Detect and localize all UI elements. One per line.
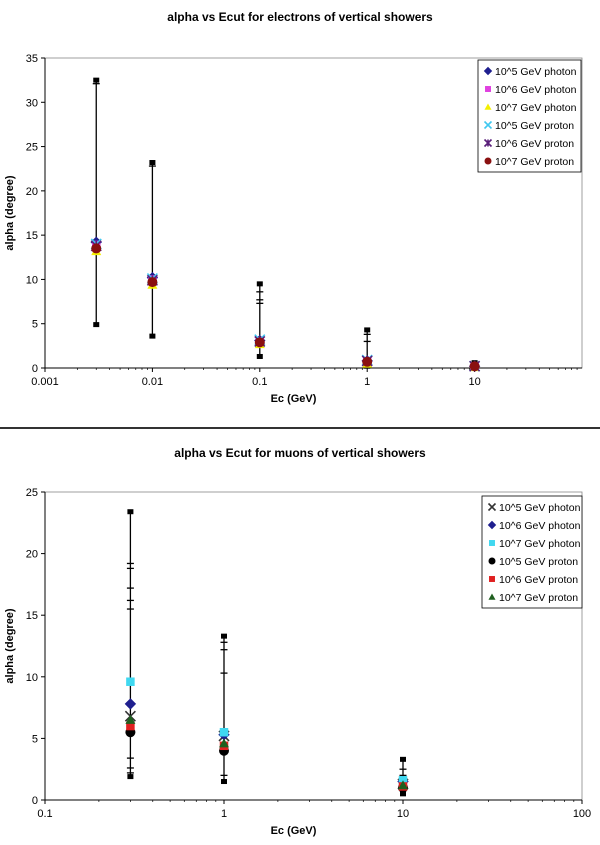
legend-label: 10^6 GeV photon: [499, 520, 581, 532]
data-point: [469, 361, 480, 372]
x-tick-label: 1: [221, 808, 227, 820]
legend-marker: [489, 540, 495, 546]
legend-marker: [483, 138, 493, 148]
y-tick-label: 25: [26, 142, 38, 154]
electrons-chart-plot: 0 5 10 15 20 25 30 35 0.001 0.01 0.1 1 10 Ec (GeV) alp…: [4, 53, 583, 405]
legend-marker: [488, 593, 496, 600]
y-tick-label: 20: [26, 549, 38, 561]
legend-box: [481, 495, 583, 609]
chart-title: alpha vs Ecut for electrons of vertical …: [167, 10, 433, 24]
error-bar-top-cap: [127, 509, 134, 515]
data-point: [254, 337, 265, 348]
y-tick-label: 35: [26, 53, 38, 65]
error-bar-top-cap: [149, 160, 156, 166]
legend-label: 10^5 GeV proton: [495, 120, 574, 132]
error-bar-bottom-cap: [256, 353, 263, 359]
legend-marker: [485, 86, 491, 92]
error-bar-bottom-cap: [221, 779, 227, 785]
y-tick-label: 10: [26, 672, 38, 684]
legend-marker: [487, 520, 497, 530]
y-axis-label: alpha (degree): [4, 175, 16, 251]
error-bar-bottom-cap: [149, 333, 156, 339]
chart-divider: [0, 427, 600, 429]
legend-box: [477, 59, 582, 173]
x-tick-label: 1: [364, 376, 370, 388]
y-tick-label: 10: [26, 274, 38, 286]
error-bar-top-cap: [221, 633, 227, 639]
x-tick-label: 0.001: [31, 376, 59, 388]
legend-marker: [488, 557, 496, 565]
electrons-chart: alpha vs Ecut for electrons of vertical …: [4, 10, 583, 405]
data-point: [124, 698, 137, 710]
muons-chart-plot: 0 5 10 15 20 25 0.1 1 10 100 Ec (GeV) alpha (degree…: [4, 487, 591, 837]
x-axis-label: Ec (GeV): [271, 393, 317, 405]
x-tick-label: 100: [573, 808, 591, 820]
data-point: [362, 356, 373, 367]
legend-marker: [484, 103, 492, 110]
x-axis-label: Ec (GeV): [271, 825, 317, 837]
legend-label: 10^6 GeV proton: [499, 574, 578, 586]
x-tick-label: 0.01: [142, 376, 163, 388]
legend-label: 10^7 GeV photon: [499, 538, 581, 550]
x-tick-label: 0.1: [37, 808, 52, 820]
legend-label: 10^5 GeV proton: [499, 556, 578, 568]
legend-label: 10^6 GeV proton: [495, 138, 574, 150]
y-tick-label: 20: [26, 186, 38, 198]
y-tick-label: 0: [32, 363, 38, 375]
data-point: [125, 714, 136, 724]
legend-label: 10^6 GeV photon: [495, 84, 577, 96]
x-tick-label: 10: [468, 376, 480, 388]
data-point: [219, 738, 229, 748]
legend-marker: [487, 502, 497, 512]
data-point: [219, 727, 229, 737]
x-tick-label: 0.1: [252, 376, 267, 388]
error-bar-bottom-cap: [127, 774, 134, 780]
muons-chart: alpha vs Ecut for muons of vertical show…: [0, 430, 600, 845]
legend-label: 10^5 GeV photon: [495, 66, 577, 78]
data-point: [147, 277, 158, 288]
legend-label: 10^7 GeV photon: [495, 102, 577, 114]
legend-marker: [483, 66, 493, 76]
legend-marker: [484, 157, 492, 165]
y-tick-label: 15: [26, 610, 38, 622]
y-tick-label: 15: [26, 230, 38, 242]
y-tick-label: 5: [32, 319, 38, 331]
error-bar-top-cap: [256, 281, 263, 287]
y-tick-label: 0: [32, 795, 38, 807]
error-bar-top-cap: [364, 327, 371, 333]
legend-marker: [483, 120, 493, 130]
error-bar-bottom-cap: [400, 791, 406, 797]
legend-label: 10^7 GeV proton: [495, 156, 574, 168]
legend-marker: [489, 576, 495, 582]
y-tick-label: 30: [26, 97, 38, 109]
y-tick-label: 25: [26, 487, 38, 499]
data-point: [126, 677, 135, 686]
x-tick-label: 10: [397, 808, 409, 820]
y-axis-label: alpha (degree): [4, 608, 16, 684]
y-tick-label: 5: [32, 733, 38, 745]
data-point: [398, 780, 408, 790]
chart-title: alpha vs Ecut for muons of vertical show…: [174, 446, 426, 460]
legend-label: 10^5 GeV photon: [499, 502, 581, 514]
error-bar-top-cap: [400, 756, 406, 762]
error-bar-top-cap: [93, 77, 100, 83]
error-bar-bottom-cap: [93, 322, 100, 328]
data-point: [91, 243, 102, 254]
data-point: [126, 721, 135, 731]
legend-label: 10^7 GeV proton: [499, 592, 578, 604]
